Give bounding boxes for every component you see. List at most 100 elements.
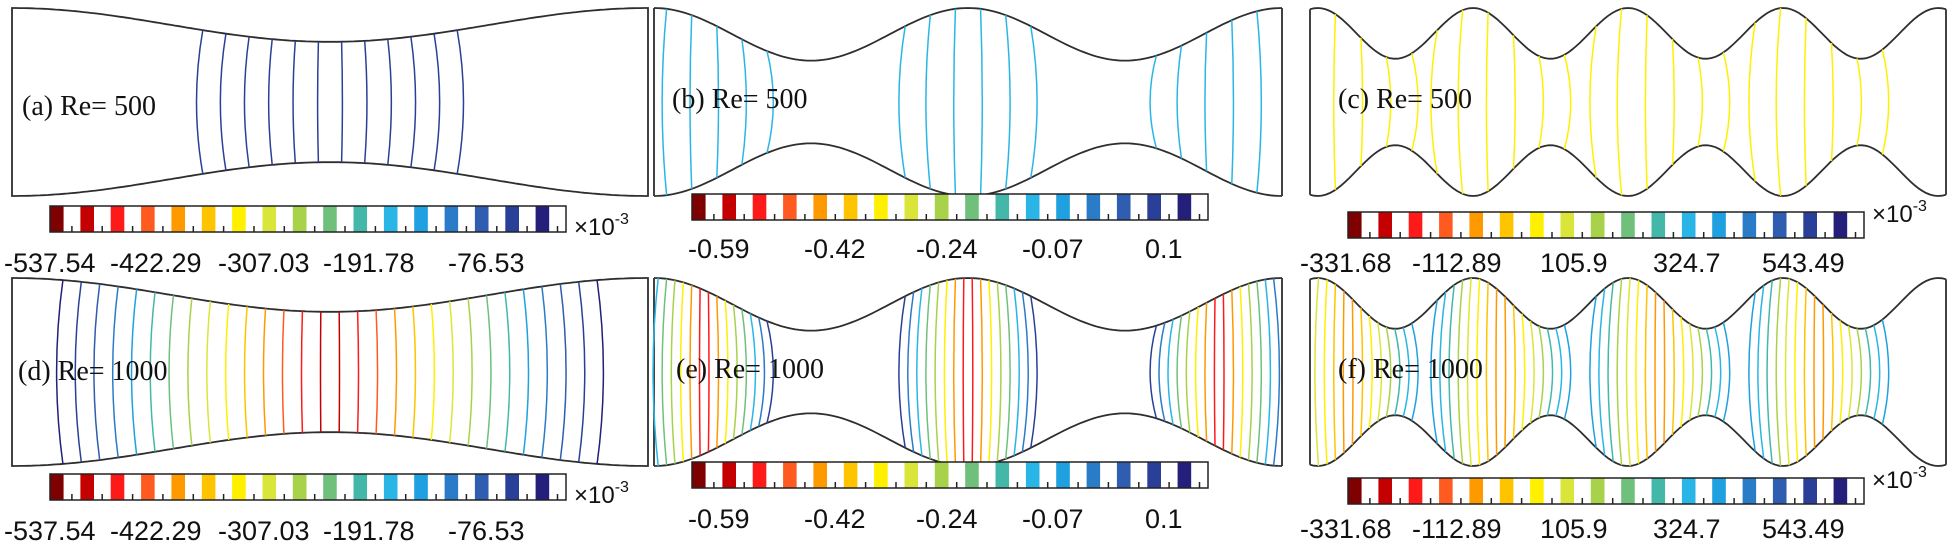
colorbar-swatch xyxy=(1025,194,1040,220)
contour-line xyxy=(1881,319,1890,425)
colorbar-swatch xyxy=(1621,212,1635,238)
colorbar-gap xyxy=(1452,478,1470,504)
contour-line xyxy=(1803,288,1807,456)
colorbar-swatch xyxy=(1408,478,1423,504)
contour-line xyxy=(1030,26,1038,178)
contour-line xyxy=(281,310,285,434)
colorbar-gap xyxy=(306,474,324,500)
contour-line xyxy=(916,288,923,456)
colorbar-swatch xyxy=(1469,478,1484,504)
colorbar-swatch xyxy=(1378,212,1393,238)
contour-line xyxy=(1775,8,1782,196)
contour-line xyxy=(1873,325,1881,419)
tick-label: -191.78 xyxy=(323,516,415,546)
contour-line xyxy=(1247,283,1253,461)
colorbar-swatch xyxy=(1469,212,1484,238)
colorbar-gap xyxy=(1161,194,1178,220)
colorbar-swatch xyxy=(1056,462,1070,488)
colorbar-gap xyxy=(397,474,415,500)
tick-label: -537.54 xyxy=(4,516,96,546)
contour-line xyxy=(979,8,983,196)
colorbar-swatch xyxy=(141,206,155,232)
colorbar-gap xyxy=(948,462,966,488)
colorbar-swatch xyxy=(262,206,277,232)
contour-line xyxy=(757,317,766,427)
colorbar-swatch xyxy=(1560,478,1575,504)
colorbar-multiplier: ×10-3 xyxy=(1872,198,1927,228)
contour-line xyxy=(1830,312,1834,432)
colorbar-gap xyxy=(63,474,81,500)
colorbar-gap xyxy=(1817,212,1834,238)
contour-line xyxy=(1864,328,1872,416)
contour-line xyxy=(316,41,320,163)
contour-line xyxy=(1004,15,1011,189)
colorbar-swatch xyxy=(292,474,307,500)
contour-line xyxy=(1377,322,1383,422)
colorbar-swatch xyxy=(80,474,95,500)
colorbar-gap xyxy=(154,206,172,232)
colorbar-gap xyxy=(1604,478,1622,504)
colorbar-gap xyxy=(1725,478,1743,504)
colorbar-gap xyxy=(887,194,905,220)
colorbar-gap xyxy=(397,206,415,232)
colorbar-frame xyxy=(49,205,567,233)
colorbar-gap xyxy=(154,474,172,500)
contour-line xyxy=(1688,323,1694,421)
contour-line xyxy=(1546,328,1554,416)
colorbar-gap xyxy=(857,462,875,488)
contour-line xyxy=(130,289,138,455)
panel-label-f: (f) Re= 1000 xyxy=(1338,354,1483,385)
colorbar-swatch xyxy=(1712,478,1726,504)
colorbar-labels-e: -0.59 -0.42 -0.24 -0.07 0.1 xyxy=(688,504,1183,534)
colorbar-gap xyxy=(215,206,233,232)
contour-line xyxy=(300,311,304,433)
colorbar-gap xyxy=(918,462,935,488)
tick-label: -112.89 xyxy=(1412,514,1502,544)
colorbar-gap xyxy=(827,462,844,488)
colorbar-gap xyxy=(1725,212,1743,238)
tick-label: -0.59 xyxy=(688,504,750,534)
contour-line xyxy=(1856,58,1863,146)
tick-label: -307.03 xyxy=(218,516,310,546)
colorbar-gap xyxy=(549,474,566,500)
colorbar-swatch xyxy=(752,194,767,220)
contour-line xyxy=(1439,291,1447,453)
contour-line xyxy=(243,36,250,168)
colorbar-gap xyxy=(1452,212,1470,238)
colorbar-gap xyxy=(306,206,324,232)
contour-line xyxy=(749,313,757,431)
panel-label-a: (a) Re= 500 xyxy=(22,91,156,122)
contour-line xyxy=(953,278,957,466)
contour-line xyxy=(1714,326,1722,418)
colorbar-gap xyxy=(336,206,354,232)
colorbar-gap xyxy=(94,206,111,232)
contour-line xyxy=(898,26,906,178)
colorbar-swatch xyxy=(1086,194,1101,220)
contour-line xyxy=(652,278,659,466)
contour-line xyxy=(1222,294,1225,450)
contour-line xyxy=(387,39,393,165)
colorbar-gap xyxy=(918,194,935,220)
colorbar-swatch xyxy=(505,206,519,232)
contour-line xyxy=(485,295,492,449)
contour-line xyxy=(522,289,530,455)
colorbar-swatch xyxy=(1712,212,1726,238)
colorbar-gap xyxy=(1392,212,1409,238)
tick-label: 0.1 xyxy=(1145,234,1183,264)
contour-line xyxy=(1239,286,1244,458)
contour-line xyxy=(1697,57,1704,147)
colorbar-swatch xyxy=(1833,212,1848,238)
colorbar-frame xyxy=(1347,211,1865,239)
colorbar-swatch xyxy=(1025,462,1040,488)
contour-line xyxy=(577,281,586,463)
colorbar-swatch xyxy=(1056,194,1070,220)
colorbar-gap xyxy=(1847,212,1864,238)
colorbar-swatch xyxy=(232,206,246,232)
contour-line xyxy=(1323,279,1328,465)
contour-line xyxy=(724,300,729,444)
colorbar-gap xyxy=(1191,462,1208,488)
contour-line xyxy=(1680,317,1685,427)
colorbar-gap xyxy=(796,194,814,220)
contour-line xyxy=(661,278,668,466)
